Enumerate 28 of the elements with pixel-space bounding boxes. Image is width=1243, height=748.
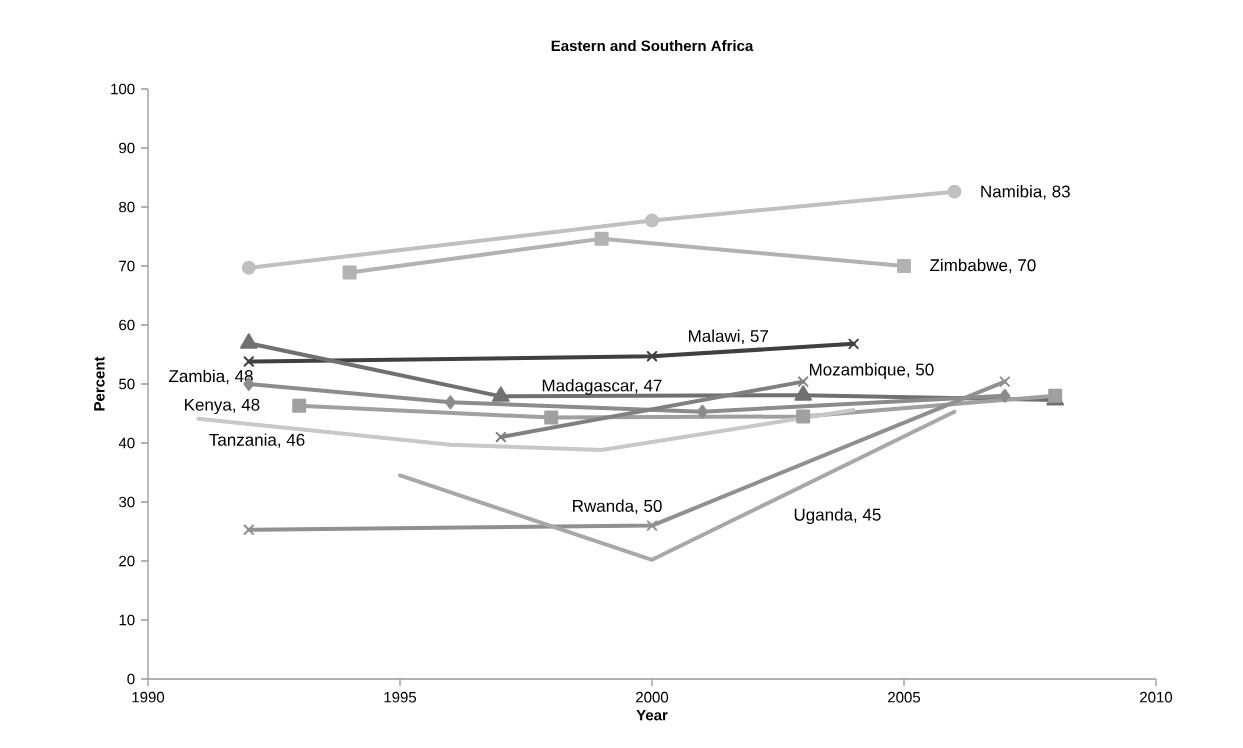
x-axis-title: Year xyxy=(636,709,668,721)
chart-title: Eastern and Southern Africa xyxy=(551,40,754,52)
y-tick-label: 50 xyxy=(119,378,135,390)
annotation: Madagascar, 47 xyxy=(542,379,662,395)
y-tick-label: 70 xyxy=(119,260,135,272)
y-tick-label: 10 xyxy=(119,614,135,626)
y-tick-label: 100 xyxy=(111,83,135,95)
annotation: Namibia, 83 xyxy=(981,185,1070,200)
annotation: Uganda, 45 xyxy=(794,508,881,525)
x-tick-label: 2010 xyxy=(1140,691,1173,703)
y-tick-label: 40 xyxy=(118,437,135,449)
y-tick-label: 90 xyxy=(119,142,135,154)
x-tick-label: 2000 xyxy=(636,691,669,703)
annotation: Tanzania, 46 xyxy=(209,433,305,448)
y-tick-label: 30 xyxy=(119,496,135,508)
x-tick-label: 1995 xyxy=(384,691,417,703)
annotation: Malawi, 57 xyxy=(689,329,768,345)
annotation: Zimbabwe, 70 xyxy=(930,258,1036,274)
y-tick-label: 80 xyxy=(119,201,135,213)
y-tick-label: 0 xyxy=(127,673,135,685)
annotation: Mozambique, 50 xyxy=(809,363,934,379)
y-tick-label: 20 xyxy=(119,555,135,567)
y-tick-label: 60 xyxy=(119,319,135,331)
x-tick-label: 1990 xyxy=(132,691,165,703)
annotation: Rwanda, 50 xyxy=(573,499,662,514)
annotation: Kenya, 48 xyxy=(185,398,260,415)
x-tick-label: 2005 xyxy=(888,691,921,703)
y-axis-title: Percent xyxy=(94,356,105,411)
